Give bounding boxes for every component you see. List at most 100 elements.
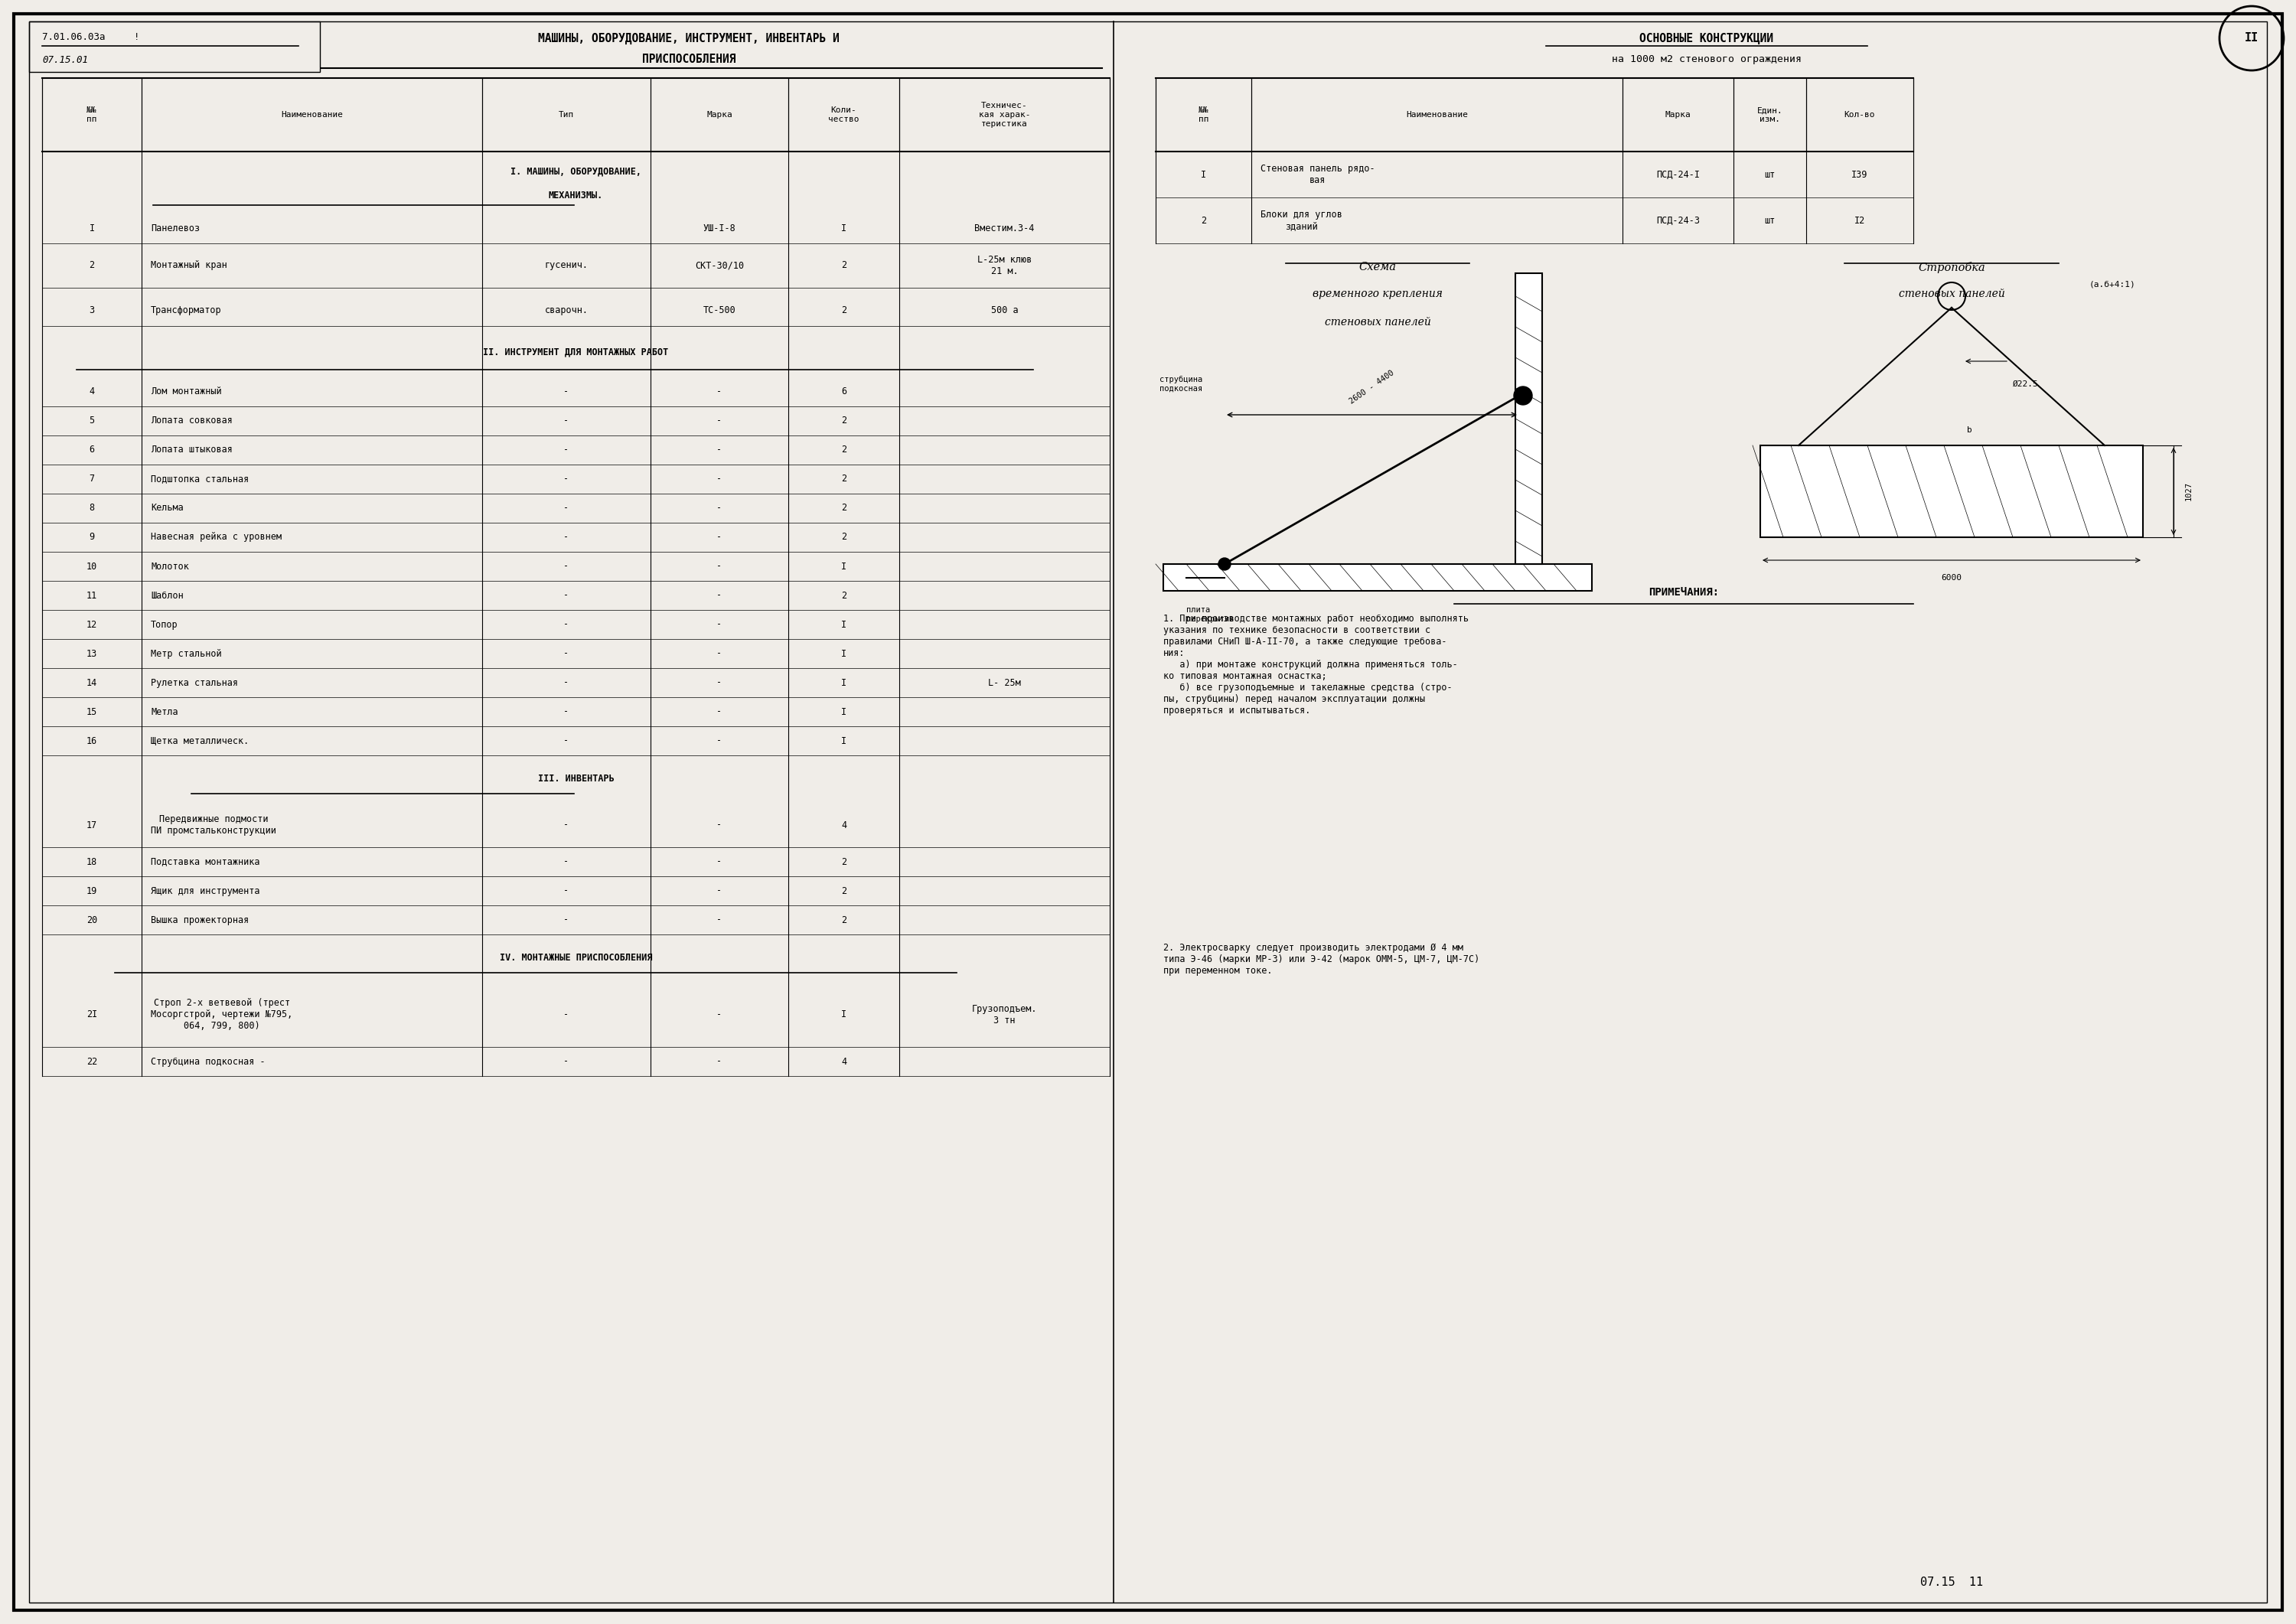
Text: -: - <box>716 677 723 687</box>
Text: 1027: 1027 <box>2186 482 2193 500</box>
Text: Наименование: Наименование <box>280 110 342 119</box>
Text: I: I <box>840 562 847 572</box>
Text: L-25м клюв
21 м.: L-25м клюв 21 м. <box>978 255 1031 276</box>
Text: -: - <box>563 619 569 630</box>
Text: I: I <box>840 677 847 687</box>
Text: -: - <box>716 503 723 513</box>
Text: I: I <box>840 619 847 630</box>
Text: 16: 16 <box>87 736 96 745</box>
Text: сварочн.: сварочн. <box>544 305 588 315</box>
Text: 15: 15 <box>87 706 96 716</box>
Text: -: - <box>563 387 569 396</box>
Text: Щетка металлическ.: Щетка металлическ. <box>152 736 248 745</box>
Text: Коли-
чество: Коли- чество <box>829 107 859 123</box>
Text: Техничес-
кая харак-
теристика: Техничес- кая харак- теристика <box>978 102 1031 128</box>
Text: шт: шт <box>1763 169 1775 180</box>
Text: Трансформатор: Трансформатор <box>152 305 223 315</box>
Bar <box>30 21 319 71</box>
Text: 13: 13 <box>87 648 96 659</box>
Text: 12: 12 <box>87 619 96 630</box>
Text: -: - <box>716 1010 723 1020</box>
Text: Лопата совковая: Лопата совковая <box>152 416 232 425</box>
Text: ПСД-24-I: ПСД-24-I <box>1655 169 1699 180</box>
Text: Тип: Тип <box>558 110 574 119</box>
Text: МАШИНЫ, ОБОРУДОВАНИЕ, ИНСТРУМЕНТ, ИНВЕНТАРЬ И: МАШИНЫ, ОБОРУДОВАНИЕ, ИНСТРУМЕНТ, ИНВЕНТ… <box>537 32 840 44</box>
Text: 14: 14 <box>87 677 96 687</box>
Text: Метла: Метла <box>152 706 179 716</box>
Text: -: - <box>563 591 569 601</box>
Text: Наименование: Наименование <box>1405 110 1467 119</box>
Text: 2: 2 <box>840 533 847 542</box>
Text: -: - <box>716 648 723 659</box>
Text: -: - <box>716 619 723 630</box>
Text: 2: 2 <box>840 260 847 271</box>
Text: 2: 2 <box>1201 216 1205 226</box>
Text: I39: I39 <box>1851 169 1869 180</box>
Text: ТС-500: ТС-500 <box>703 305 735 315</box>
Text: Марка: Марка <box>1665 110 1690 119</box>
Text: -: - <box>716 416 723 425</box>
Text: -: - <box>563 533 569 542</box>
Text: -: - <box>716 591 723 601</box>
Text: 2: 2 <box>840 503 847 513</box>
Text: Схема: Схема <box>1359 261 1396 273</box>
Text: 17: 17 <box>87 820 96 830</box>
Text: 20: 20 <box>87 914 96 926</box>
Text: -: - <box>563 1057 569 1067</box>
Text: плита
перекрытия: плита перекрытия <box>1187 606 1235 622</box>
Text: (а.б+4:1): (а.б+4:1) <box>2089 281 2135 289</box>
Text: гусенич.: гусенич. <box>544 260 588 271</box>
Text: 2. Электросварку следует производить электродами Ø 4 мм
типа Э-46 (марки МР-3) и: 2. Электросварку следует производить эле… <box>1164 944 1479 976</box>
Text: 6000: 6000 <box>1940 573 1961 581</box>
Text: Един.
изм.: Един. изм. <box>1756 107 1782 123</box>
Text: -: - <box>716 562 723 572</box>
Bar <box>1515 273 1543 564</box>
Text: Грузоподъем.
3 тн: Грузоподъем. 3 тн <box>971 1004 1038 1025</box>
Text: 2: 2 <box>840 885 847 896</box>
Text: №№
пп: №№ пп <box>87 107 96 123</box>
Text: -: - <box>716 1057 723 1067</box>
Text: стеновых панелей: стеновых панелей <box>1325 317 1430 328</box>
Text: Передвижные подмости
ПИ промстальконструкции: Передвижные подмости ПИ промстальконстру… <box>152 814 276 836</box>
Text: -: - <box>716 387 723 396</box>
Text: 2: 2 <box>840 857 847 867</box>
Text: I: I <box>1201 169 1205 180</box>
Text: 07.15  11: 07.15 11 <box>1919 1577 1984 1588</box>
Text: 2I: 2I <box>87 1010 96 1020</box>
Text: -: - <box>716 474 723 484</box>
Text: Лопата штыковая: Лопата штыковая <box>152 445 232 455</box>
Text: Блоки для углов
зданий: Блоки для углов зданий <box>1261 209 1343 231</box>
Text: III. ИНВЕНТАРЬ: III. ИНВЕНТАРЬ <box>537 773 613 784</box>
Text: 7.01.06.03а     !: 7.01.06.03а ! <box>41 32 140 42</box>
Text: -: - <box>563 706 569 716</box>
Circle shape <box>1513 387 1531 404</box>
Text: на 1000 м2 стенового ограждения: на 1000 м2 стенового ограждения <box>1612 55 1802 65</box>
Bar <box>1164 564 1591 591</box>
Text: -: - <box>716 706 723 716</box>
Text: I: I <box>840 1010 847 1020</box>
Text: 7: 7 <box>90 474 94 484</box>
Text: 07.15.01: 07.15.01 <box>41 55 87 65</box>
Text: -: - <box>716 445 723 455</box>
Text: -: - <box>716 736 723 745</box>
Text: ПСД-24-3: ПСД-24-3 <box>1655 216 1699 226</box>
Text: Струбцина подкосная -: Струбцина подкосная - <box>152 1057 266 1067</box>
Text: Вышка прожекторная: Вышка прожекторная <box>152 914 248 926</box>
Text: I: I <box>90 222 94 232</box>
Text: -: - <box>563 820 569 830</box>
Text: 5: 5 <box>90 416 94 425</box>
Text: Молоток: Молоток <box>152 562 188 572</box>
Text: -: - <box>563 648 569 659</box>
Circle shape <box>1219 559 1231 570</box>
Text: -: - <box>563 736 569 745</box>
Text: -: - <box>716 533 723 542</box>
Text: 8: 8 <box>90 503 94 513</box>
Text: b: b <box>1968 425 1972 434</box>
Text: Строп 2-х ветвевой (трест
Мосоргстрой, чертежи №795,
064, 799, 800): Строп 2-х ветвевой (трест Мосоргстрой, ч… <box>152 999 292 1031</box>
Text: 18: 18 <box>87 857 96 867</box>
Text: временного крепления: временного крепления <box>1313 289 1442 299</box>
Text: -: - <box>716 885 723 896</box>
Text: 4: 4 <box>90 387 94 396</box>
Text: -: - <box>563 857 569 867</box>
Text: I: I <box>840 736 847 745</box>
